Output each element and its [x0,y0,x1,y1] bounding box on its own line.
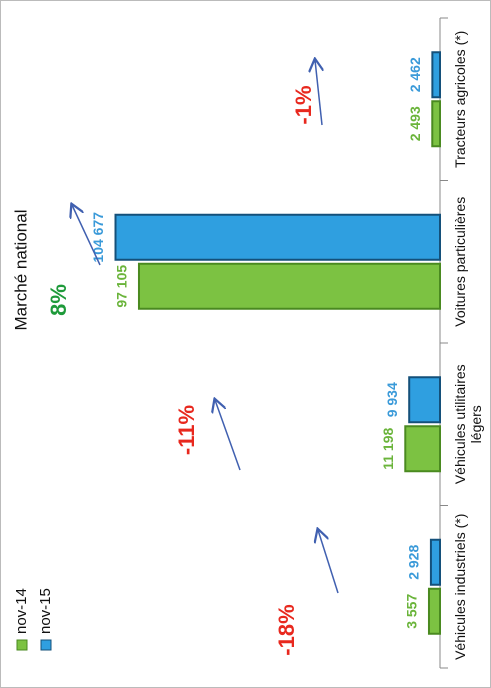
x-tick-label: Véhicules utilitaires légers [452,364,484,485]
x-tick-label-box: Véhicules industriels (*) [452,513,468,660]
value-label: 97 105 [114,265,130,308]
bar [429,538,441,586]
trend-arrow [72,205,101,266]
legend-swatch [40,639,52,651]
legend-label: nov-15 [37,588,54,634]
x-tick-label-box: Tracteurs agricoles (*) [452,30,468,168]
trend-arrow [318,530,339,594]
bar [137,262,442,310]
bar [431,100,441,148]
x-tick-label: Véhicules industriels (*) [452,513,468,660]
plot: Marché national Véhicules industriels (*… [11,17,484,669]
trend-arrow [315,60,322,126]
bar [404,425,441,473]
value-label: 11 198 [380,428,396,470]
annotation: -18% [274,604,299,655]
annotation: -11% [174,405,199,455]
bar [114,213,441,261]
value-label: 2 493 [407,106,423,141]
annotation: 8% [46,284,71,316]
value-label: 9 934 [384,382,400,417]
x-tick-label-box: Voitures particulières [452,196,468,327]
x-tick-label-box: Véhicules utilitaires légers [452,364,484,485]
legend-label: nov-14 [13,588,30,634]
value-label: 104 677 [90,212,106,263]
bar [427,587,441,635]
x-tick-label: Voitures particulières [452,196,468,327]
x-tick-label: Tracteurs agricoles (*) [452,30,468,168]
bar [408,376,441,424]
value-label: 2 928 [406,545,422,580]
legend-swatch [16,639,28,651]
value-label: 3 557 [404,594,420,629]
chart-title: Marché national [11,210,30,331]
bar [431,51,441,99]
annotation: -1% [291,85,316,124]
trend-arrow [215,400,241,471]
value-label: 2 462 [407,57,423,92]
